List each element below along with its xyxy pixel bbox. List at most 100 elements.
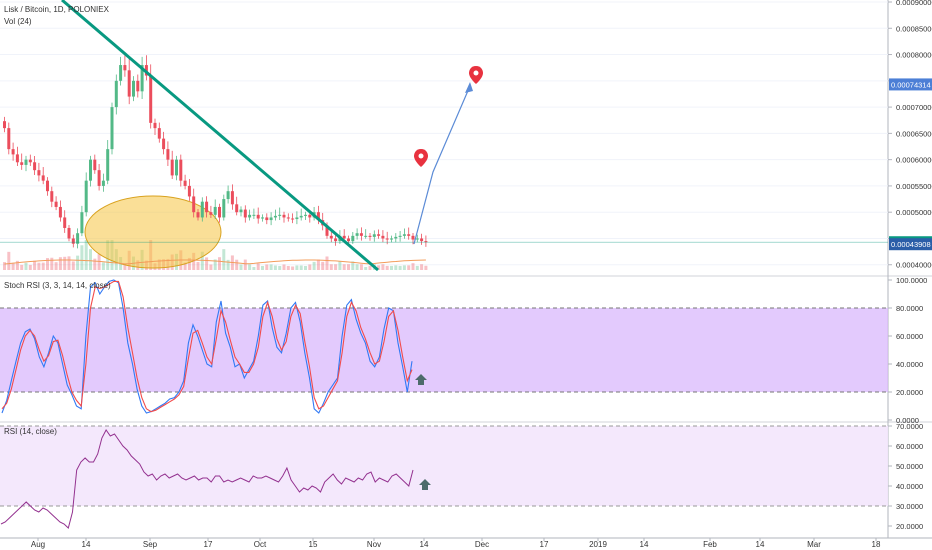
volume-bar bbox=[364, 267, 368, 270]
candle-body bbox=[67, 227, 71, 239]
volume-bar bbox=[248, 264, 252, 270]
volume-bar bbox=[213, 259, 217, 270]
time-tick-label: 14 bbox=[420, 540, 429, 549]
stoch-tick-label: 40.0000 bbox=[896, 360, 923, 369]
stoch-rsi-band bbox=[0, 308, 888, 392]
candle-body bbox=[132, 80, 135, 97]
candle-body bbox=[149, 75, 153, 123]
volume-bar bbox=[101, 262, 105, 270]
candle-body bbox=[175, 159, 178, 176]
candle-body bbox=[398, 235, 402, 237]
candle-body bbox=[381, 235, 385, 239]
candle-body bbox=[235, 204, 239, 213]
stoch-rsi-lines bbox=[1, 279, 413, 414]
rsi-lines bbox=[0, 429, 414, 529]
candle-body bbox=[209, 212, 213, 215]
candle-body bbox=[347, 238, 350, 242]
rsi-tick-label: 40.0000 bbox=[896, 482, 923, 491]
forecast-arrow[interactable] bbox=[413, 85, 471, 245]
time-tick-label: 15 bbox=[309, 540, 318, 549]
candle-body bbox=[187, 185, 191, 197]
price-tick-label: 0.00070000 bbox=[896, 103, 932, 112]
target-pin-icon[interactable] bbox=[469, 66, 483, 84]
candle-body bbox=[377, 234, 381, 236]
stoch-tick-label: 80.0000 bbox=[896, 304, 923, 313]
highlight-ellipse[interactable] bbox=[84, 195, 222, 269]
volume-bar bbox=[7, 251, 11, 270]
rsi-tick-label: 70.0000 bbox=[896, 422, 923, 431]
volume-bar bbox=[321, 261, 325, 270]
downtrend-line[interactable] bbox=[61, 0, 379, 272]
volume-bar bbox=[183, 262, 187, 270]
candle-body bbox=[415, 238, 419, 240]
candle-body bbox=[200, 201, 204, 218]
volume-bar bbox=[273, 265, 277, 270]
up-arrow-icon[interactable] bbox=[419, 479, 431, 490]
volume-bar bbox=[291, 266, 295, 270]
volume-bar bbox=[252, 267, 256, 270]
price-tag bbox=[889, 78, 932, 91]
volume-bar bbox=[3, 262, 6, 270]
volume-bar bbox=[411, 263, 415, 270]
volume-bar bbox=[312, 261, 316, 270]
time-tick-label: Aug bbox=[31, 540, 45, 549]
candle-body bbox=[170, 159, 174, 176]
candle-body bbox=[282, 214, 286, 218]
stoch-tick-label: 20.0000 bbox=[896, 388, 923, 397]
volume-bar bbox=[269, 264, 273, 270]
candle-body bbox=[273, 215, 277, 218]
candle-body bbox=[58, 206, 62, 218]
arrow-head bbox=[465, 82, 473, 93]
volume-bar bbox=[299, 265, 303, 270]
volume-bar bbox=[359, 264, 363, 270]
candle-body bbox=[334, 238, 338, 242]
candle-body bbox=[106, 149, 110, 181]
candle-body bbox=[372, 234, 376, 237]
volume-bar bbox=[278, 265, 282, 270]
time-tick-label: Mar bbox=[807, 540, 821, 549]
target-pin-icon[interactable] bbox=[414, 149, 428, 167]
candle-body bbox=[28, 159, 32, 163]
price-tick-label: 0.00090000 bbox=[896, 0, 932, 7]
volume-bar bbox=[33, 260, 37, 270]
time-axis: Aug 14 Sep 17 Oct 15 Nov 14 Dec 17 2019 14 Feb 14 Mar 1… bbox=[31, 538, 881, 549]
candle-body bbox=[304, 214, 307, 216]
time-tick-label: 18 bbox=[872, 540, 881, 549]
candle-body bbox=[230, 191, 234, 205]
volume-bar bbox=[58, 257, 62, 270]
candle-body bbox=[402, 234, 406, 236]
price-axis: 0.000900000.000850000.000800000.00075000… bbox=[888, 0, 932, 270]
up-arrow-icon[interactable] bbox=[415, 374, 427, 385]
volume-bar bbox=[196, 262, 200, 270]
candle-body bbox=[84, 180, 88, 213]
candle-body bbox=[316, 212, 320, 221]
price-tick-label: 0.00060000 bbox=[896, 156, 932, 165]
candle-body bbox=[140, 65, 144, 92]
volume-bar bbox=[304, 265, 307, 270]
candle-body bbox=[157, 128, 161, 139]
volume-bar bbox=[11, 262, 15, 270]
price-tag-label: 0.00043908 bbox=[891, 240, 931, 249]
candle-body bbox=[89, 159, 92, 181]
time-tick-label: 14 bbox=[756, 540, 765, 549]
candle-body bbox=[308, 214, 312, 218]
candle-body bbox=[183, 180, 187, 186]
volume-bar bbox=[295, 265, 299, 270]
candle-body bbox=[71, 238, 75, 244]
candle-body bbox=[37, 170, 41, 176]
candle-body bbox=[342, 235, 346, 239]
candle-body bbox=[179, 159, 183, 181]
candle-body bbox=[222, 199, 226, 218]
volume-bar bbox=[351, 261, 355, 270]
volume-bar bbox=[84, 240, 88, 270]
volume-bar bbox=[15, 260, 19, 270]
candle-body bbox=[24, 159, 28, 165]
volume-bar bbox=[235, 259, 239, 270]
time-tick-label: 17 bbox=[204, 540, 213, 549]
candle-body bbox=[136, 80, 140, 92]
candle-body bbox=[196, 212, 200, 218]
volume-bar bbox=[347, 264, 350, 270]
volume-bar bbox=[71, 261, 75, 270]
